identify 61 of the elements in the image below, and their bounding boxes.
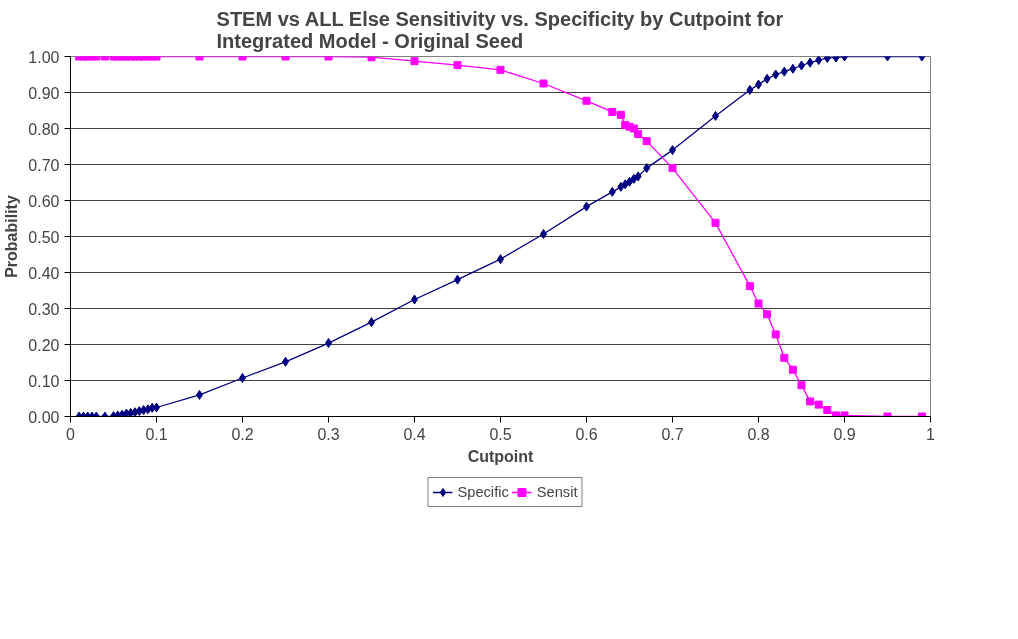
point: [806, 397, 815, 406]
point: [634, 171, 642, 182]
point: [608, 107, 617, 116]
point: [634, 129, 643, 138]
point: [789, 63, 797, 74]
point: [771, 330, 780, 339]
x-tick-label: 0.9: [833, 425, 856, 443]
x-tick-label: 0.6: [575, 425, 598, 443]
point: [746, 84, 754, 95]
chart-title: STEM vs ALL Else Sensitivity vs. Specificity by Cutpoint for Integrated Model - Original Seed: [216, 7, 784, 52]
x-tick-label: 0: [66, 425, 76, 443]
x-tick-label: 0.1: [145, 425, 168, 443]
y-tick-label: 0.50: [28, 228, 60, 246]
point: [763, 310, 772, 319]
y-axis-title: Probability: [3, 195, 21, 278]
point: [621, 179, 629, 190]
point: [806, 57, 814, 68]
point: [643, 163, 651, 174]
y-tick-label: 0.10: [28, 372, 60, 390]
point: [814, 400, 823, 409]
point: [823, 56, 831, 63]
point: [815, 56, 823, 66]
x-tick-label: 0.2: [231, 425, 254, 443]
x-axis-title: Cutpoint: [467, 447, 535, 465]
point: [539, 79, 548, 88]
y-tick-label: 0.90: [28, 84, 60, 102]
point: [788, 365, 797, 374]
point: [754, 299, 763, 308]
point: [780, 66, 788, 77]
point: [496, 65, 505, 74]
point: [608, 186, 616, 197]
point: [668, 164, 677, 173]
point: [763, 73, 771, 84]
point: [582, 96, 591, 105]
point: [780, 353, 789, 362]
y-tick-label: 0.20: [28, 336, 60, 354]
x-tick-label: 0.7: [661, 425, 684, 443]
point: [832, 56, 840, 63]
point: [616, 110, 625, 119]
point: [745, 282, 754, 291]
point: [823, 406, 832, 415]
y-tick-label: 0.70: [28, 156, 60, 174]
point: [453, 61, 462, 70]
x-tick-label: 0.8: [747, 425, 770, 443]
y-tick-label: 0.40: [28, 264, 60, 282]
y-tick-label: 0.80: [28, 120, 60, 138]
point: [797, 381, 806, 390]
y-tick-label: 0.60: [28, 192, 60, 210]
x-tick-label: 0.5: [489, 425, 512, 443]
y-tick-label: 0.00: [28, 408, 60, 426]
x-tick-label: 0.3: [317, 425, 340, 443]
y-tick-label: 1.00: [28, 48, 60, 66]
x-tick-label: 0.4: [403, 425, 426, 443]
point: [772, 69, 780, 80]
point: [410, 57, 419, 66]
point: [711, 218, 720, 227]
y-tick-label: 0.30: [28, 300, 60, 318]
legend-label: Sensit: [536, 484, 578, 500]
x-tick-label: 1: [926, 425, 936, 443]
legend-label: Specific: [457, 484, 509, 500]
point: [642, 137, 651, 146]
